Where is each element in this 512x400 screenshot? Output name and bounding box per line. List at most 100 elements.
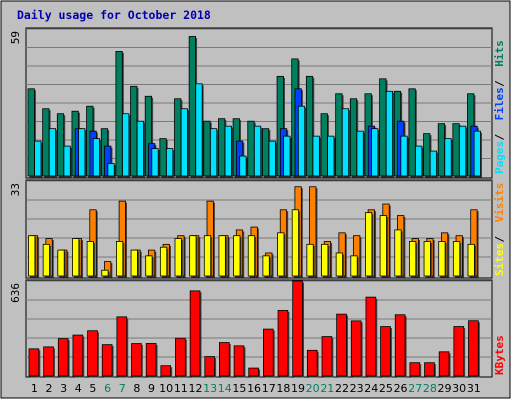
x-tick-label: 14 bbox=[218, 382, 232, 395]
bar bbox=[365, 212, 373, 277]
bar bbox=[409, 362, 421, 377]
bar bbox=[459, 125, 467, 177]
bar bbox=[380, 326, 391, 377]
bar bbox=[320, 113, 328, 177]
bar bbox=[327, 135, 335, 177]
bar bbox=[56, 113, 65, 177]
bar bbox=[423, 133, 431, 177]
day-11-visits-group bbox=[174, 235, 186, 278]
day-11-hits-group bbox=[174, 98, 189, 178]
day-1-hits-group bbox=[27, 88, 43, 178]
bar bbox=[305, 75, 314, 177]
bar bbox=[175, 337, 186, 377]
bar bbox=[159, 138, 167, 177]
x-tick-label: 23 bbox=[350, 382, 364, 395]
x-tick-label: 17 bbox=[262, 382, 276, 395]
day-19-hits-group bbox=[291, 58, 307, 178]
x-tick-label: 12 bbox=[188, 382, 202, 395]
x-tick-label: 6 bbox=[104, 382, 111, 395]
day-22-hits-group bbox=[335, 93, 351, 178]
panel-visits-ymax-label: 33 bbox=[9, 183, 22, 196]
panel-visits-legend-sites: Sites bbox=[493, 243, 506, 276]
panel-visits-legend-visits: Visits bbox=[493, 183, 506, 223]
bar bbox=[28, 348, 40, 377]
bar bbox=[291, 209, 300, 277]
bar bbox=[423, 241, 431, 277]
bar bbox=[365, 296, 377, 377]
bar bbox=[116, 316, 128, 377]
bar bbox=[224, 125, 232, 177]
day-6-hits-group bbox=[100, 128, 116, 178]
bar bbox=[42, 243, 50, 277]
bar bbox=[72, 238, 80, 277]
day-28-kbytes-group bbox=[424, 362, 436, 378]
bar bbox=[400, 135, 408, 177]
day-28-hits-group bbox=[423, 133, 439, 178]
day-30-visits-group bbox=[452, 235, 464, 278]
day-3-visits-group bbox=[57, 249, 69, 278]
bar bbox=[101, 269, 109, 277]
day-9-visits-group bbox=[145, 249, 157, 278]
x-tick-label: 8 bbox=[133, 382, 140, 395]
x-tick-label: 22 bbox=[335, 382, 349, 395]
bar bbox=[203, 235, 212, 277]
day-12-kbytes-group bbox=[189, 290, 202, 378]
day-17-kbytes-group bbox=[262, 328, 275, 378]
bar bbox=[204, 356, 216, 377]
x-tick-label: 10 bbox=[159, 382, 173, 395]
day-25-visits-group bbox=[379, 203, 391, 278]
bar bbox=[385, 90, 394, 177]
day-8-hits-group bbox=[130, 85, 146, 178]
day-2-visits-group bbox=[42, 238, 54, 278]
bar bbox=[72, 334, 84, 377]
bar bbox=[444, 138, 452, 177]
day-3-kbytes-group bbox=[57, 338, 70, 378]
bar bbox=[349, 98, 358, 177]
day-9-kbytes-group bbox=[145, 343, 158, 378]
x-tick-label: 4 bbox=[75, 382, 82, 395]
day-20-hits-group bbox=[305, 75, 321, 178]
bar bbox=[394, 229, 402, 277]
day-26-hits-group bbox=[393, 90, 409, 178]
day-4-kbytes-group bbox=[72, 334, 85, 378]
bar bbox=[42, 108, 50, 177]
bar bbox=[453, 326, 465, 377]
bar bbox=[394, 314, 406, 377]
bar bbox=[306, 243, 314, 277]
bar bbox=[63, 145, 71, 177]
bar bbox=[180, 108, 188, 177]
bar bbox=[107, 163, 115, 177]
panel-kbytes-ymax-label: 636 bbox=[9, 283, 22, 303]
x-tick-label: 18 bbox=[276, 382, 290, 395]
bar bbox=[438, 351, 450, 377]
day-24-hits-group bbox=[364, 93, 380, 178]
day-7-hits-group bbox=[115, 51, 131, 178]
day-21-hits-group bbox=[320, 113, 336, 178]
day-6-visits-group bbox=[101, 261, 113, 278]
bar bbox=[136, 120, 144, 177]
day-14-visits-group bbox=[218, 235, 230, 278]
bar bbox=[429, 150, 437, 177]
x-tick-label: 27 bbox=[408, 382, 422, 395]
bar bbox=[415, 145, 423, 177]
bar bbox=[297, 105, 306, 177]
bar bbox=[248, 367, 259, 377]
bar bbox=[350, 255, 358, 277]
bar bbox=[424, 362, 435, 377]
day-24-kbytes-group bbox=[365, 296, 378, 378]
day-9-hits-group bbox=[144, 95, 160, 178]
day-5-hits-group bbox=[86, 105, 102, 178]
day-13-visits-group bbox=[203, 200, 215, 278]
panel-hits-legend-sep1: / bbox=[493, 134, 506, 141]
bar bbox=[408, 88, 416, 177]
bar bbox=[115, 51, 123, 177]
bar bbox=[122, 113, 130, 177]
bar bbox=[131, 343, 142, 377]
x-tick-label: 1 bbox=[31, 382, 38, 395]
bar bbox=[189, 290, 201, 377]
day-10-hits-group bbox=[159, 138, 175, 178]
day-16-visits-group bbox=[247, 226, 259, 278]
bar bbox=[312, 135, 320, 177]
day-19-visits-group bbox=[291, 186, 303, 278]
